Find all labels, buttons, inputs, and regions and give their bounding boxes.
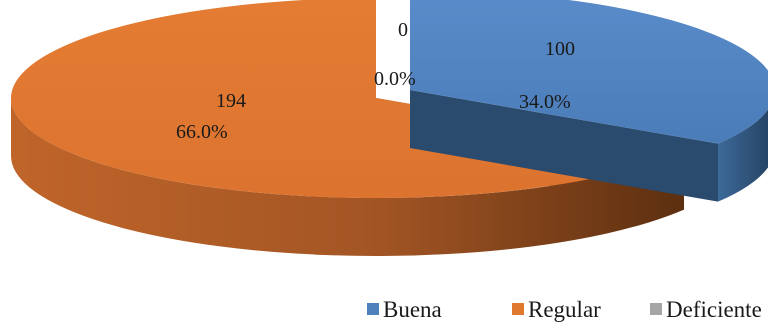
legend: Buena Regular Deficiente (367, 297, 762, 322)
slice-buena-top (410, 0, 768, 144)
legend-item-deficiente: Deficiente (650, 297, 762, 322)
data-label-value-buena: 100 (545, 38, 575, 60)
legend-label-deficiente: Deficiente (666, 297, 762, 322)
pie-labels: 100 34.0% 194 66.0% 0 0.0% (176, 19, 575, 143)
slice-buena-wall (410, 90, 719, 202)
pie-slices (11, 0, 768, 257)
data-label-percent-regular: 66.0% (176, 121, 228, 143)
legend-swatch-buena (367, 303, 379, 315)
slice-buena (410, 0, 768, 202)
legend-swatch-deficiente (650, 303, 662, 315)
slice-buena-side (718, 109, 768, 202)
legend-label-buena: Buena (383, 297, 442, 322)
legend-swatch-regular (512, 303, 524, 315)
legend-item-buena: Buena (367, 297, 442, 322)
slice-regular-side (11, 98, 685, 257)
data-label-percent-deficiente: 0.0% (374, 68, 416, 90)
data-label-value-deficiente: 0 (398, 19, 408, 41)
data-label-percent-buena: 34.0% (519, 91, 571, 113)
data-label-value-regular: 194 (216, 90, 246, 112)
legend-label-regular: Regular (528, 297, 601, 322)
legend-item-regular: Regular (512, 297, 601, 322)
